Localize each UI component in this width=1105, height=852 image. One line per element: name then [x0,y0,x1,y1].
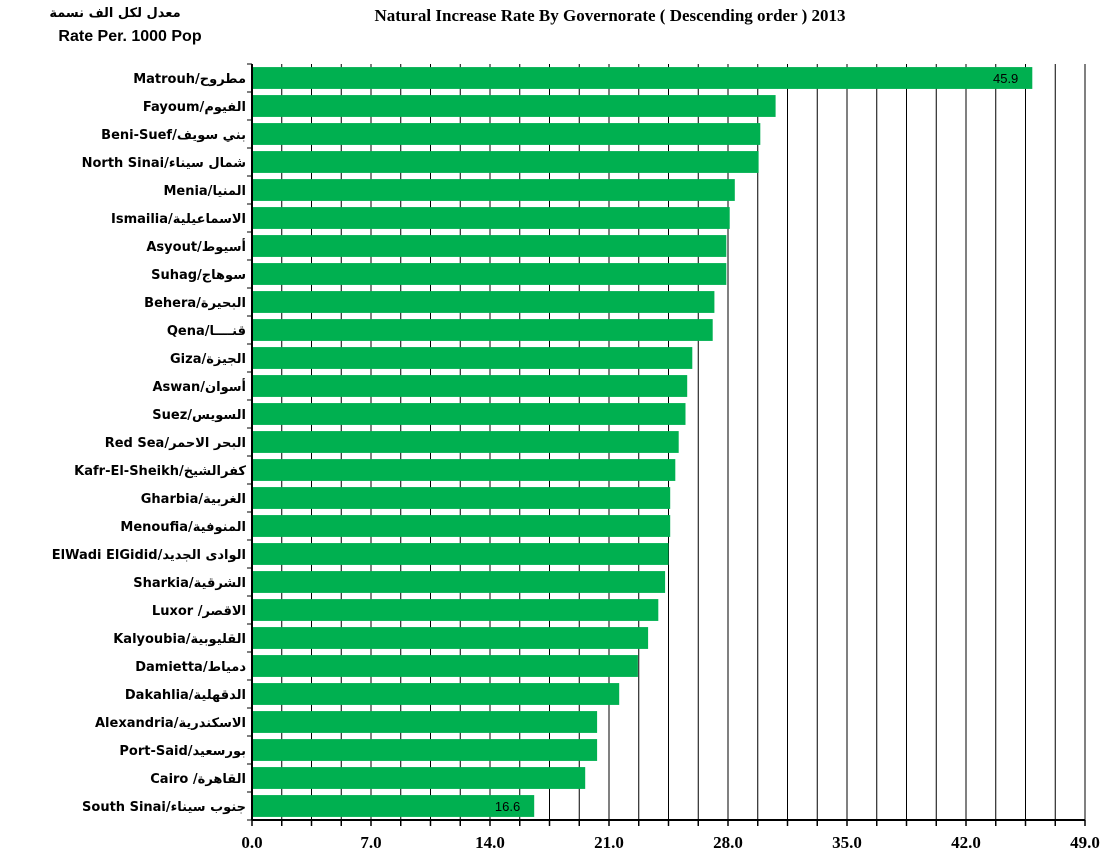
bar [252,599,659,621]
category-label: Gharbia/الغربية [141,492,246,507]
category-label: Suez/السويس [152,408,246,423]
chart-title: Natural Increase Rate By Governorate ( D… [374,6,846,25]
unit-label-english: Rate Per. 1000 Pop [58,28,202,45]
bar [252,543,669,565]
bar [252,291,715,313]
bar [252,95,776,117]
category-label: Qena/قنــــا [167,324,246,339]
bar [252,767,586,789]
category-label: Kafr-El-Sheikh/كفرالشيخ [74,464,246,479]
category-label: Behera/البحيرة [144,296,246,311]
category-labels: Matrouh/مطروح Fayoum/الفيوم Beni-Suef/بني … [52,72,247,815]
category-label: Alexandria/الاسكندرية [95,716,246,731]
category-label: Ismailia/الاسماعيلية [111,212,246,227]
axes [247,63,1086,826]
category-label: Red Sea/البحر الاحمر [105,436,246,451]
bars [252,67,1033,817]
x-tick-label: 35.0 [832,833,862,852]
unit-label-arabic: معدل لكل الف نسمة [49,6,181,21]
bar [252,403,686,425]
category-label: Menoufia/المنوفية [120,520,246,535]
x-tick-label: 0.0 [241,833,262,852]
bar [252,431,679,453]
x-tick-label: 42.0 [951,833,981,852]
bar [252,347,693,369]
bar [252,459,676,481]
x-tick-label: 49.0 [1070,833,1100,852]
category-label: Sharkia/الشرقية [133,576,246,591]
bar [252,683,620,705]
category-label: Dakahlia/الدقهلية [125,688,246,703]
category-label: Luxor /الاقصر [152,604,246,619]
category-label: Asyout/أسيوط [146,238,246,255]
category-label: Menia/المنيا [163,184,246,199]
bar [252,319,713,341]
x-tick-labels: 0.0 7.0 14.0 21.0 28.0 35.0 42.0 49.0 [241,833,1100,852]
category-label: Fayoum/الفيوم [143,100,246,115]
category-label: Beni-Suef/بني سويف [101,128,246,143]
bar [252,571,666,593]
category-label: ElWadi ElGidid/الوادى الجديد [52,548,246,563]
bar [252,375,688,397]
bar [252,711,598,733]
bar [252,67,1033,89]
bar [252,795,535,817]
bar [252,207,730,229]
bar [252,123,761,145]
bar [252,515,671,537]
x-tick-label: 14.0 [475,833,505,852]
x-tick-label: 21.0 [594,833,624,852]
category-label: Matrouh/مطروح [133,72,246,87]
bar [252,179,735,201]
data-label: 16.6 [495,799,520,814]
bar [252,739,598,761]
category-label: Suhag/سوهاج [151,268,246,283]
bar [252,235,727,257]
category-label: Port-Said/بورسعيد [119,744,246,759]
bar [252,627,649,649]
category-label: Damietta/دمياط [135,660,246,675]
data-label: 45.9 [993,71,1018,86]
bar [252,263,727,285]
bar [252,655,638,677]
category-label: Cairo /القاهرة [150,772,246,787]
category-label: North Sinai/شمال سيناء [82,156,246,171]
x-tick-label: 28.0 [713,833,743,852]
category-label: Kalyoubia/القليوبية [113,632,246,647]
x-tick-label: 7.0 [360,833,381,852]
category-label: Giza/الجيزة [170,352,246,367]
category-label: South Sinai/جنوب سيناء [82,800,246,815]
bar [252,487,671,509]
data-labels: 45.9 16.6 [495,71,1018,814]
category-label: Aswan/أسوان [152,378,246,395]
bar [252,151,759,173]
